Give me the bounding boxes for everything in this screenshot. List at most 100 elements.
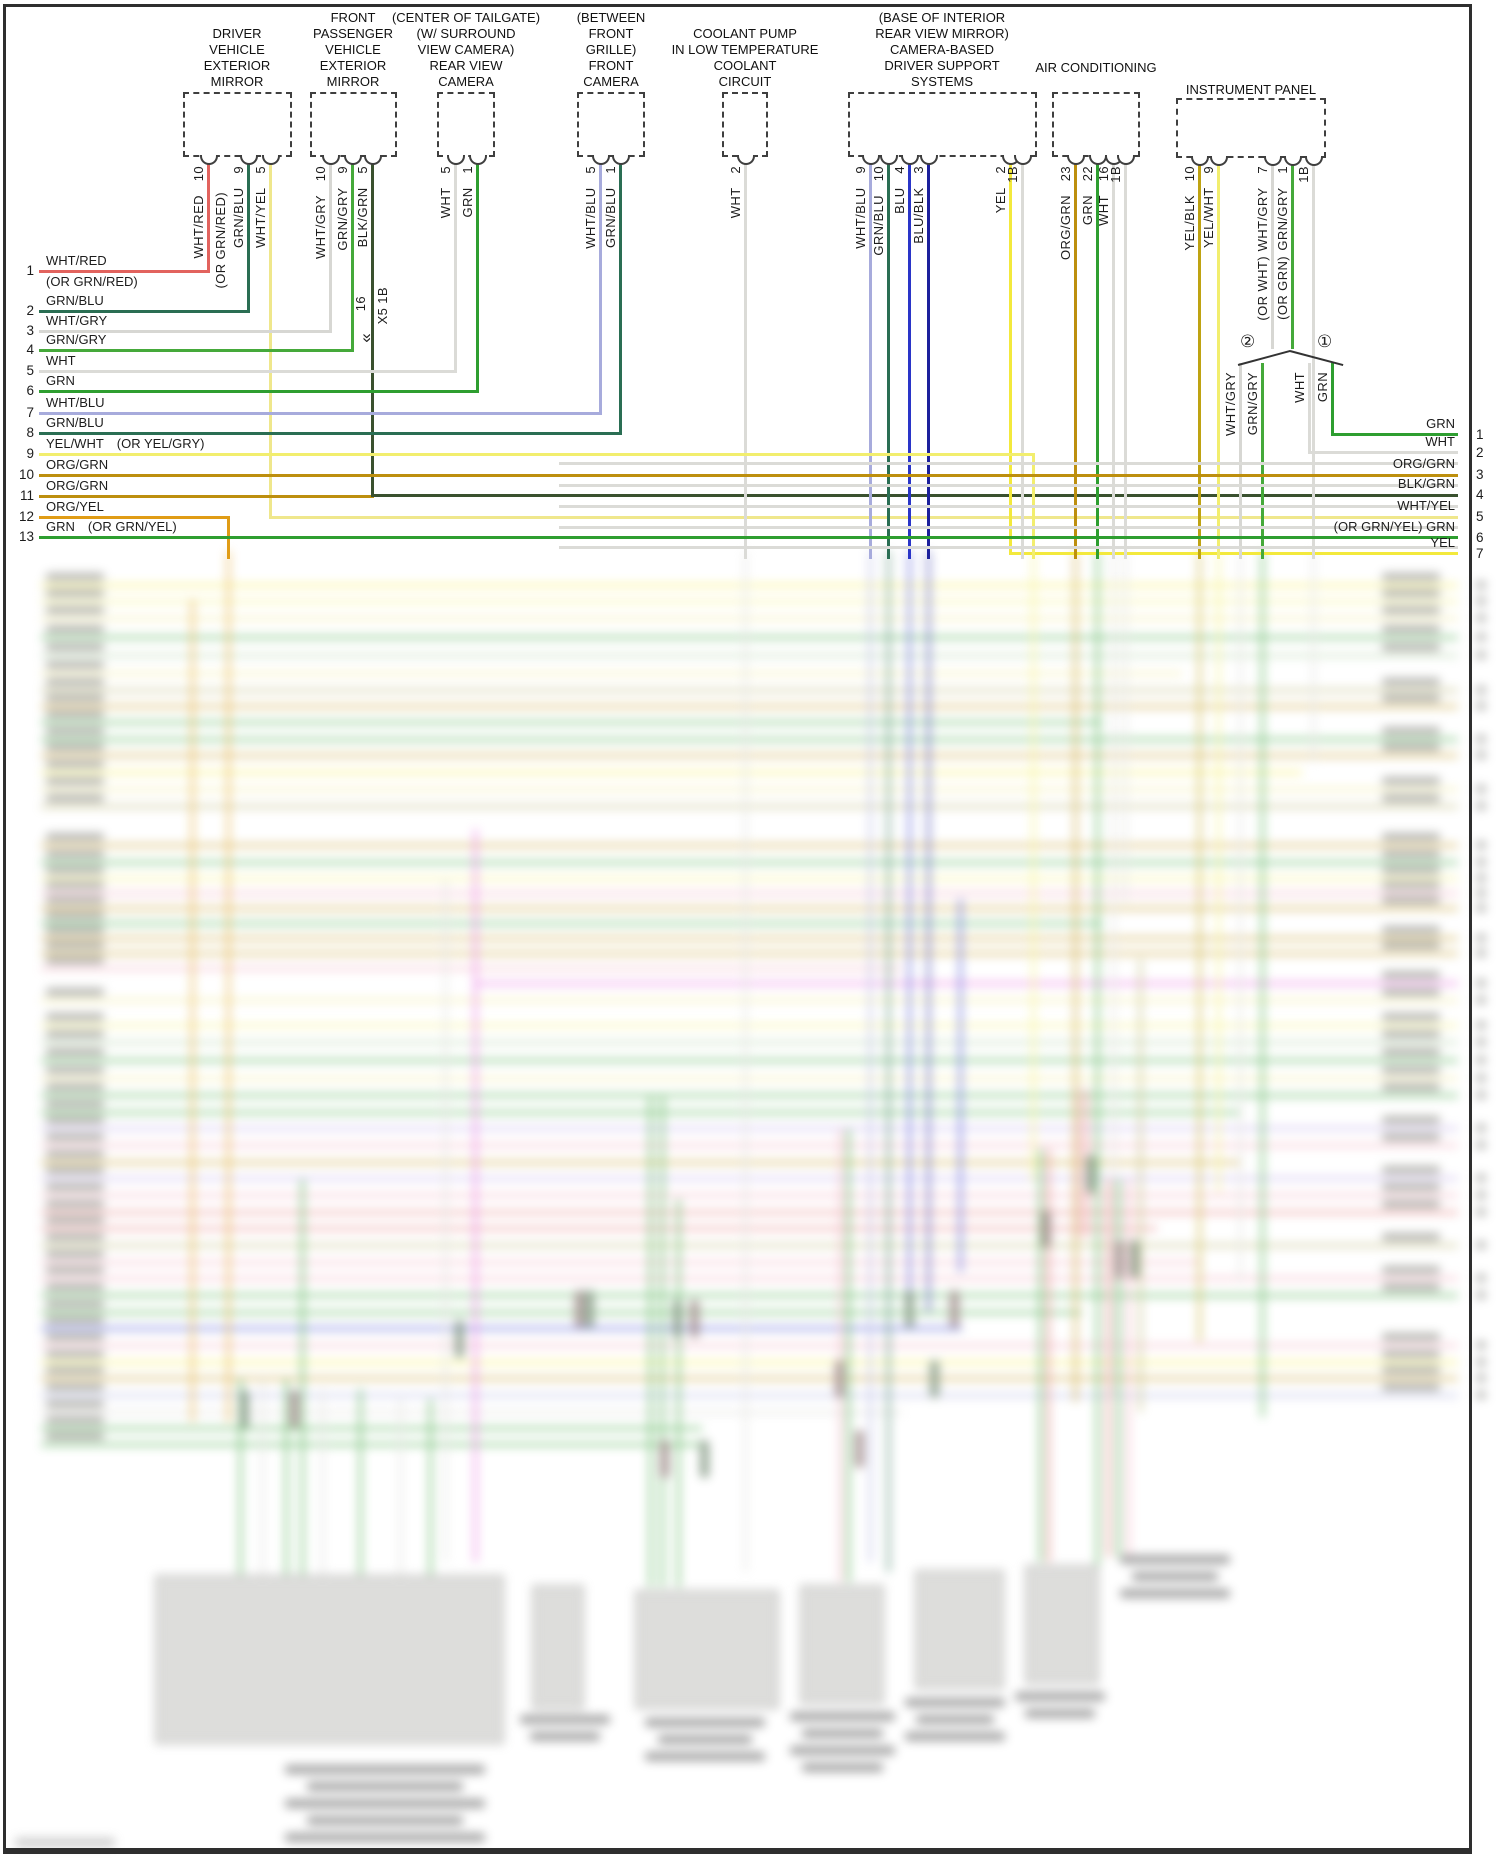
blurred-right-number: [1476, 1391, 1486, 1399]
wire-segment: [1073, 155, 1077, 559]
blurred-right-label: [1382, 833, 1440, 841]
blurred-left-label: [46, 1013, 104, 1021]
blurred-right-label: [1382, 694, 1440, 702]
blurred-terminal: [930, 1360, 939, 1398]
wire-segment: [453, 155, 457, 373]
wire-segment: [328, 155, 332, 333]
blurred-left-label: [46, 1416, 104, 1424]
connector-title: (CENTER OF TAILGATE) (W/ SURROUND VIEW CAM…: [391, 10, 541, 89]
blurred-right-number: [1476, 858, 1486, 866]
blurred-left-label: [46, 1030, 104, 1038]
blurred-terminal: [660, 1440, 669, 1478]
blurred-caption-line: [1120, 1589, 1230, 1598]
blurred-right-number: [1476, 614, 1486, 622]
inline-connector-cavity: 16: [353, 296, 368, 312]
blurred-wire: [40, 921, 1102, 925]
blurred-terminal: [700, 1440, 709, 1478]
pin-socket: [344, 155, 362, 165]
blurred-left-label: [46, 777, 104, 785]
blurred-terminal: [690, 1300, 699, 1338]
blurred-right-label: [1382, 743, 1440, 751]
blurred-left-label: [46, 1300, 104, 1308]
blurred-right-label: [1382, 1383, 1440, 1391]
wire-name-label: WHT/RED: [46, 253, 107, 268]
pin-socket: [200, 155, 218, 165]
wire-segment: [1330, 362, 1334, 436]
blurred-right-number: [1476, 597, 1486, 605]
pin-label: YEL/BLK 10: [1182, 166, 1197, 251]
blurred-right-label: [1382, 1030, 1440, 1038]
circuit-number-left: 5: [26, 363, 34, 378]
blurred-caption-line: [801, 1763, 884, 1772]
wire-name-label: GRN (OR GRN/YEL): [46, 519, 177, 534]
wire-name-label: YEL/WHT (OR YEL/GRY): [46, 436, 205, 451]
blurred-wire: [40, 770, 1302, 774]
blurred-wire: [40, 599, 1458, 603]
blurred-left-label: [46, 760, 104, 768]
blurred-wire: [1038, 1148, 1042, 1562]
blurred-right-number: [1476, 1358, 1486, 1366]
wire-segment: [38, 535, 1458, 539]
pin-label: 1B: [1108, 166, 1123, 183]
circuit-number-left: 1: [26, 263, 34, 278]
diagram-border: [3, 4, 1469, 7]
wire-segment: [1197, 155, 1201, 559]
wire-name-label: WHT: [46, 353, 76, 368]
connector-box: [437, 92, 495, 157]
blurred-left-label: [46, 1183, 104, 1191]
wire-name-label: ORG/GRN: [46, 457, 109, 472]
blurred-left-label: [46, 661, 104, 669]
blurred-left-label: [46, 694, 104, 702]
blurred-caption-line: [645, 1752, 765, 1761]
blurred-connector-box: [1025, 1565, 1099, 1684]
blurred-wire: [40, 1176, 1458, 1180]
blurred-wire: [1238, 550, 1242, 1282]
blurred-right-number: [1476, 581, 1486, 589]
blurred-right-label: [1382, 1183, 1440, 1191]
circuit-number-left: 7: [26, 405, 34, 420]
blurred-right-label: [1382, 625, 1440, 633]
wire-segment: [1270, 155, 1274, 349]
blurred-left-label: [46, 850, 104, 858]
blurred-caption-line: [1024, 1709, 1096, 1718]
pin-label: GRN/GRY 1: [1275, 166, 1290, 251]
watermark: [15, 1838, 115, 1847]
blurred-wire: [1073, 550, 1077, 1402]
blurred-right-number: [1476, 949, 1486, 957]
blurred-right-label: [1382, 643, 1440, 651]
blurred-wire: [40, 1276, 1458, 1280]
pin-socket: [1067, 155, 1085, 165]
blurred-terminal: [290, 1390, 299, 1428]
blurred-terminal: [1115, 1240, 1124, 1278]
blurred-wire: [1076, 1088, 1080, 1237]
pin-socket: [1264, 156, 1282, 166]
wire-segment: [558, 545, 1458, 549]
blurred-wire: [1031, 550, 1035, 1182]
blurred-right-number: [1476, 702, 1486, 710]
connector-box: [577, 92, 645, 157]
wire-segment: [868, 155, 872, 559]
connector-title: (BETWEEN FRONT GRILLE) FRONT CAMERA: [576, 10, 646, 89]
blurred-left-label: [46, 1283, 104, 1291]
connector-box: [183, 92, 292, 157]
blurred-connector-box: [155, 1575, 504, 1744]
blurred-wire: [1138, 958, 1142, 1412]
wire-name-label: WHT/GRY: [46, 313, 108, 328]
pin-socket: [880, 155, 898, 165]
blurred-right-label: [1382, 1048, 1440, 1056]
wire-name-label: GRN: [46, 373, 75, 388]
wire-segment: [1238, 362, 1242, 559]
pin-label: WHT 2: [728, 166, 743, 219]
blurred-left-label: [46, 643, 104, 651]
blurred-wire: [40, 720, 1102, 724]
blurred-terminal: [1086, 1155, 1095, 1193]
circuit-number-right: 1: [1476, 427, 1484, 442]
pin-label: WHT/BLU 5: [583, 166, 598, 249]
blurred-left-label: [46, 1400, 104, 1408]
blurred-terminal: [455, 1320, 464, 1358]
blurred-wire: [1095, 550, 1099, 1567]
wire-segment: [1330, 432, 1458, 436]
circuit-number-left: 2: [26, 303, 34, 318]
wire-name-label: (OR GRN/YEL) GRN: [1333, 519, 1455, 534]
